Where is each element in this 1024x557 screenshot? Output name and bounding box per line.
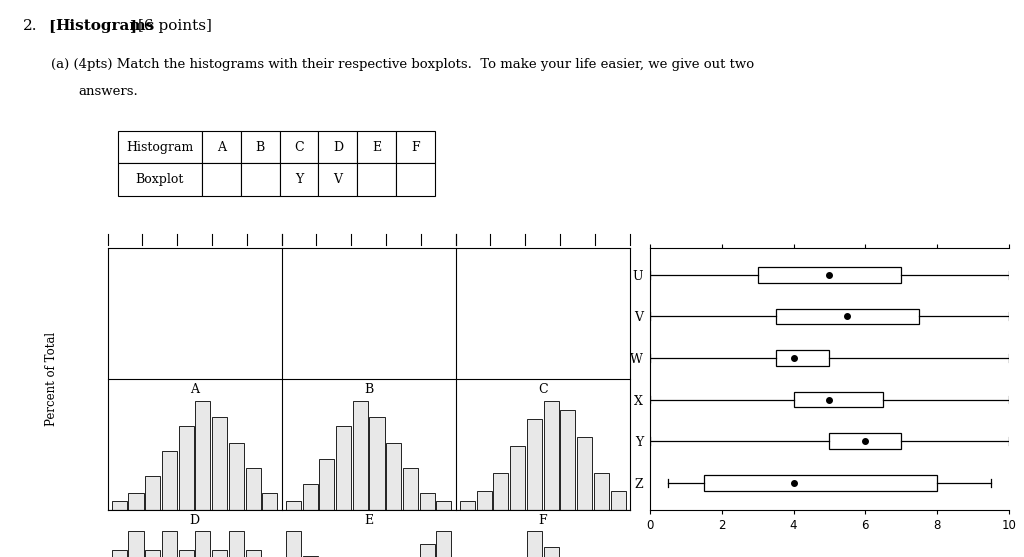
Bar bbox=[829, 433, 901, 449]
Text: C: C bbox=[294, 140, 304, 154]
Bar bbox=[212, 417, 227, 510]
Text: D: D bbox=[189, 514, 200, 526]
Text: 2.: 2. bbox=[23, 19, 37, 33]
Bar bbox=[302, 556, 317, 557]
Bar bbox=[544, 547, 559, 557]
Text: Histogram: Histogram bbox=[126, 140, 194, 154]
Text: Percent of Total: Percent of Total bbox=[45, 332, 57, 426]
Text: [: [ bbox=[48, 19, 55, 33]
FancyBboxPatch shape bbox=[318, 131, 357, 163]
Bar bbox=[336, 426, 351, 510]
FancyBboxPatch shape bbox=[118, 131, 202, 163]
Bar bbox=[352, 400, 368, 510]
Bar bbox=[526, 419, 542, 510]
Text: ]: ] bbox=[130, 19, 137, 33]
Bar bbox=[544, 400, 559, 510]
Bar bbox=[594, 473, 609, 510]
Bar bbox=[212, 550, 227, 557]
Bar bbox=[178, 550, 194, 557]
Bar bbox=[776, 309, 920, 324]
Bar bbox=[246, 550, 261, 557]
Bar bbox=[286, 531, 301, 557]
Bar bbox=[112, 550, 127, 557]
Bar bbox=[145, 476, 160, 510]
Bar bbox=[128, 493, 143, 510]
Bar bbox=[436, 531, 452, 557]
Bar bbox=[794, 392, 883, 407]
Bar bbox=[229, 442, 244, 510]
Bar bbox=[403, 468, 418, 510]
Bar bbox=[436, 501, 452, 510]
FancyBboxPatch shape bbox=[202, 131, 241, 163]
FancyBboxPatch shape bbox=[357, 163, 396, 196]
FancyBboxPatch shape bbox=[202, 163, 241, 196]
Text: Histograms: Histograms bbox=[55, 19, 155, 33]
FancyBboxPatch shape bbox=[396, 163, 435, 196]
Bar bbox=[370, 417, 385, 510]
Bar bbox=[776, 350, 829, 366]
Text: A: A bbox=[190, 383, 199, 395]
Text: answers.: answers. bbox=[79, 85, 138, 97]
Bar bbox=[145, 550, 160, 557]
Bar bbox=[526, 531, 542, 557]
Bar bbox=[560, 409, 575, 510]
FancyBboxPatch shape bbox=[396, 131, 435, 163]
Text: E: E bbox=[373, 140, 381, 154]
Bar bbox=[112, 501, 127, 510]
Text: C: C bbox=[538, 383, 548, 395]
Text: V: V bbox=[334, 173, 342, 186]
Bar bbox=[476, 491, 492, 510]
FancyBboxPatch shape bbox=[357, 131, 396, 163]
Text: F: F bbox=[412, 140, 420, 154]
Bar bbox=[196, 531, 211, 557]
Bar bbox=[262, 493, 278, 510]
Bar bbox=[302, 485, 317, 510]
Text: E: E bbox=[365, 514, 373, 526]
Bar bbox=[319, 460, 334, 510]
Bar bbox=[246, 468, 261, 510]
Bar bbox=[162, 531, 177, 557]
Bar bbox=[229, 531, 244, 557]
Text: Boxplot: Boxplot bbox=[135, 173, 184, 186]
FancyBboxPatch shape bbox=[280, 131, 318, 163]
Text: F: F bbox=[539, 514, 547, 526]
Text: B: B bbox=[364, 383, 374, 395]
Bar bbox=[705, 475, 937, 491]
Bar bbox=[196, 400, 211, 510]
Bar bbox=[494, 473, 508, 510]
Bar bbox=[420, 544, 435, 557]
FancyBboxPatch shape bbox=[118, 163, 202, 196]
FancyBboxPatch shape bbox=[241, 131, 280, 163]
Text: A: A bbox=[217, 140, 225, 154]
FancyBboxPatch shape bbox=[241, 163, 280, 196]
Bar bbox=[162, 451, 177, 510]
Text: Y: Y bbox=[295, 173, 303, 186]
FancyBboxPatch shape bbox=[280, 163, 318, 196]
FancyBboxPatch shape bbox=[318, 163, 357, 196]
Bar bbox=[128, 531, 143, 557]
Text: (a) (4pts) Match the histograms with their respective boxplots.  To make your li: (a) (4pts) Match the histograms with the… bbox=[51, 58, 755, 71]
Bar bbox=[510, 446, 525, 510]
Bar bbox=[386, 442, 401, 510]
Bar bbox=[578, 437, 592, 510]
Bar bbox=[420, 493, 435, 510]
Text: D: D bbox=[333, 140, 343, 154]
Bar bbox=[286, 501, 301, 510]
Text: B: B bbox=[255, 140, 265, 154]
Text: [6 points]: [6 points] bbox=[138, 19, 212, 33]
Bar bbox=[758, 267, 901, 283]
Bar bbox=[460, 501, 475, 510]
Bar bbox=[178, 426, 194, 510]
Bar bbox=[610, 491, 626, 510]
